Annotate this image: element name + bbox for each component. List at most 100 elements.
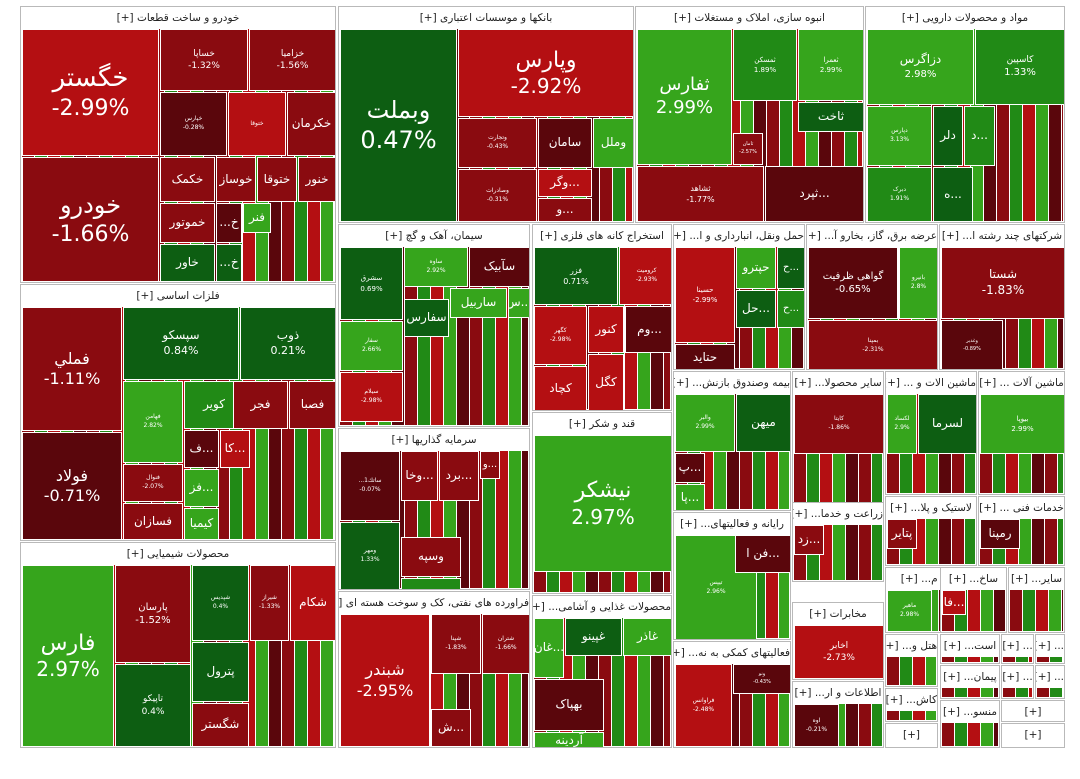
stock-tile[interactable]: بانیرو 2.8%: [899, 247, 937, 319]
stock-tile[interactable]: خپارس -0.28%: [160, 92, 227, 156]
stock-tile[interactable]: ماهیر 2.98%: [887, 590, 932, 632]
expand-toggle[interactable]: [+]: [901, 12, 919, 24]
sector-header[interactable]: ساخ... [+]: [941, 568, 1006, 590]
stock-tile[interactable]: ...وگر: [538, 169, 592, 197]
sector-header[interactable]: سیمان، آهک و گچ [+]: [339, 225, 529, 247]
stock-tile[interactable]: ساربیل: [450, 288, 507, 318]
stock-tile[interactable]: شگستر: [192, 703, 249, 747]
expand-toggle[interactable]: [+]: [979, 377, 997, 389]
sector-header[interactable]: ماشین الات و ... [+]: [886, 372, 976, 394]
sector-header[interactable]: سایر... [+]: [1009, 568, 1064, 590]
stock-tile[interactable]: والبر 2.99%: [675, 394, 735, 452]
sector-header[interactable]: [+]: [1002, 724, 1064, 746]
stock-tile[interactable]: فولاد -0.71%: [22, 432, 122, 540]
expand-toggle[interactable]: [+]: [136, 290, 154, 302]
stock-tile[interactable]: ...ثپرد: [765, 166, 863, 222]
expand-toggle[interactable]: [+]: [890, 502, 908, 514]
stock-tile[interactable]: غپینو: [565, 618, 622, 656]
sector-header[interactable]: استخراج کانه های فلزی [+]: [533, 225, 671, 247]
stock-tile[interactable]: سامان: [538, 118, 592, 168]
sector-header[interactable]: [+]: [1002, 701, 1064, 721]
expand-toggle[interactable]: [+]: [794, 377, 812, 389]
stock-tile[interactable]: ...ه: [933, 167, 973, 222]
stock-tile[interactable]: حپترو: [736, 247, 776, 289]
stock-tile[interactable]: ثشاهد -1.77%: [637, 166, 764, 222]
expand-toggle[interactable]: [+]: [419, 12, 437, 24]
stock-tile[interactable]: ...غان: [534, 618, 564, 678]
sector-header[interactable]: [+]: [886, 724, 937, 746]
stock-tile[interactable]: ...کا: [220, 430, 250, 468]
stock-tile[interactable]: نیشکر 2.97%: [534, 435, 671, 572]
stock-tile[interactable]: خکرمان: [287, 92, 335, 156]
stock-tile[interactable]: ذوب 0.21%: [240, 307, 335, 380]
stock-tile[interactable]: ...حل: [736, 290, 776, 328]
stock-tile[interactable]: ...فن ا: [735, 535, 790, 573]
stock-tile[interactable]: فنر: [243, 203, 271, 233]
stock-tile[interactable]: ...و: [538, 198, 592, 222]
stock-tile[interactable]: خودرو -1.66%: [22, 157, 159, 282]
expand-toggle[interactable]: [+]: [900, 573, 918, 585]
stock-tile[interactable]: خساپا -1.32%: [160, 29, 248, 91]
expand-toggle[interactable]: [+]: [533, 601, 545, 613]
stock-tile[interactable]: سیلام -2.98%: [340, 372, 403, 422]
stock-tile[interactable]: کگهر -2.98%: [534, 306, 587, 365]
sector-header[interactable]: منسو... [+]: [941, 701, 999, 723]
expand-toggle[interactable]: [+]: [886, 640, 899, 652]
sector-header[interactable]: حمل ونقل، انبارداری و ا... [+]: [674, 225, 804, 247]
stock-tile[interactable]: ...ح: [777, 290, 804, 328]
stock-tile[interactable]: ثامان -2.57%: [733, 133, 763, 165]
stock-tile[interactable]: ساتك1... -0.07%: [340, 451, 400, 521]
stock-tile[interactable]: اخابر -2.73%: [794, 625, 883, 679]
stock-tile[interactable]: ...د: [964, 106, 995, 166]
stock-tile[interactable]: ...پ: [675, 453, 705, 483]
expand-toggle[interactable]: [+]: [116, 12, 134, 24]
sector-header[interactable]: بیمه وصندوق بازنش... [+]: [674, 372, 790, 394]
expand-toggle[interactable]: [+]: [1010, 573, 1028, 585]
stock-tile[interactable]: کروميت -2.93%: [619, 247, 671, 305]
expand-toggle[interactable]: [+]: [391, 434, 409, 446]
stock-tile[interactable]: ...س: [508, 288, 529, 318]
stock-tile[interactable]: ...برد: [439, 451, 479, 501]
stock-tile[interactable]: ...ش: [431, 709, 471, 747]
expand-toggle[interactable]: [+]: [1024, 729, 1042, 741]
expand-toggle[interactable]: [+]: [1024, 706, 1042, 718]
stock-tile[interactable]: ختوقا: [257, 157, 297, 202]
stock-tile[interactable]: دبرک 1.91%: [867, 167, 932, 222]
sector-header[interactable]: است... [+]: [941, 635, 999, 657]
stock-tile[interactable]: دلر: [933, 106, 963, 166]
stock-tile[interactable]: دزاگرس 2.98%: [867, 29, 974, 105]
sector-header[interactable]: فلزات اساسی [+]: [21, 285, 335, 307]
expand-toggle[interactable]: [+]: [793, 508, 808, 520]
sector-header[interactable]: سایر محصولا... [+]: [793, 372, 883, 394]
sector-header[interactable]: سرمایه گذاریها [+]: [339, 429, 529, 451]
stock-tile[interactable]: حسینا -2.99%: [675, 247, 735, 343]
stock-tile[interactable]: بمپنا -2.31%: [808, 320, 937, 369]
sector-header[interactable]: زراعت و خدما... [+]: [793, 503, 883, 525]
expand-toggle[interactable]: [+]: [1002, 640, 1020, 652]
expand-toggle[interactable]: [+]: [943, 640, 961, 652]
stock-tile[interactable]: شپدیس 0.4%: [192, 565, 249, 641]
expand-toggle[interactable]: [+]: [1002, 671, 1020, 683]
stock-tile[interactable]: وغدیر -0.89%: [941, 320, 1003, 369]
stock-tile[interactable]: بیوپا 2.99%: [980, 394, 1064, 454]
stock-tile[interactable]: گواهی ظرفیت -0.65%: [808, 247, 898, 319]
expand-toggle[interactable]: [+]: [979, 502, 997, 514]
stock-tile[interactable]: اوه -0.21%: [794, 704, 839, 747]
sector-header[interactable]: فعالیتهای کمکی به نه... [+]: [674, 642, 790, 664]
stock-tile[interactable]: ...پا: [675, 484, 705, 510]
stock-tile[interactable]: فصبا: [289, 381, 335, 429]
stock-tile[interactable]: شپنا -1.83%: [431, 614, 481, 674]
expand-toggle[interactable]: [+]: [540, 230, 558, 242]
expand-toggle[interactable]: [+]: [886, 377, 900, 389]
stock-tile[interactable]: پترول: [192, 642, 249, 702]
stock-tile[interactable]: شکام: [290, 565, 335, 641]
stock-tile[interactable]: حتاید: [675, 344, 735, 369]
stock-tile[interactable]: کاسپین 1.33%: [975, 29, 1064, 105]
expand-toggle[interactable]: [+]: [385, 230, 403, 242]
stock-tile[interactable]: فسازان: [123, 503, 183, 540]
stock-tile[interactable]: فراوانس -2.48%: [675, 664, 732, 747]
sector-header[interactable]: لاستیک و پلا... [+]: [886, 497, 976, 519]
stock-tile[interactable]: ثاخت: [798, 102, 863, 132]
sector-header[interactable]: محصولات غذایی و آشامی... [+]: [533, 596, 671, 618]
stock-tile[interactable]: شبندر -2.95%: [340, 614, 430, 747]
